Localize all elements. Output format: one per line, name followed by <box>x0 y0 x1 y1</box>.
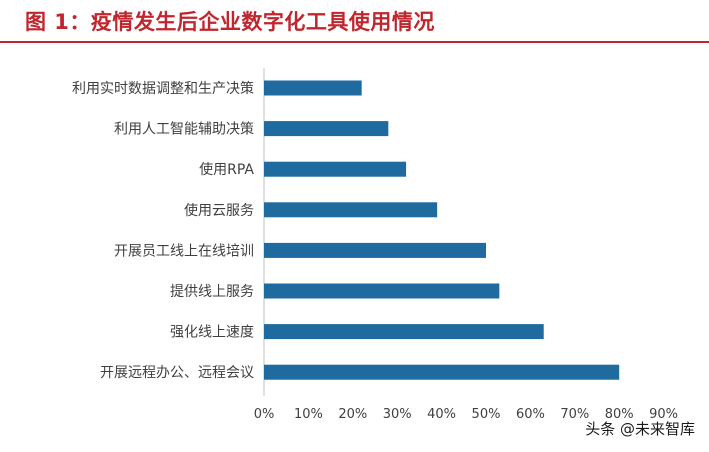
bar <box>264 283 500 299</box>
x-tick-label: 30% <box>383 407 412 422</box>
category-label: 使用RPA <box>199 161 254 178</box>
x-tick-label: 60% <box>516 407 545 422</box>
x-tick-label: 90% <box>649 407 678 422</box>
category-label: 利用实时数据调整和生产决策 <box>72 80 254 97</box>
x-tick-label: 0% <box>254 407 275 422</box>
x-tick-label: 70% <box>560 407 589 422</box>
bar <box>264 161 407 177</box>
category-label: 开展远程办公、远程会议 <box>100 365 254 381</box>
bar <box>264 121 389 137</box>
x-tick-label: 20% <box>338 407 367 422</box>
x-tick-label: 80% <box>605 407 634 422</box>
chart-title: 图 1：疫情发生后企业数字化工具使用情况 <box>25 10 435 34</box>
x-tick-label: 50% <box>472 407 501 422</box>
bar <box>264 202 438 218</box>
category-label: 开展员工线上在线培训 <box>114 243 254 259</box>
watermark-text: 头条 @未来智库 <box>585 420 695 438</box>
category-label: 提供线上服务 <box>170 284 254 300</box>
category-label: 强化线上速度 <box>170 325 254 341</box>
bar <box>264 242 486 258</box>
category-label: 利用人工智能辅助决策 <box>114 121 254 138</box>
title-rule <box>0 41 709 43</box>
x-tick-label: 10% <box>294 407 323 422</box>
bar <box>264 364 620 380</box>
bar <box>264 324 544 340</box>
category-label: 使用云服务 <box>184 202 254 219</box>
x-tick-label: 40% <box>427 407 456 422</box>
bar <box>264 80 362 96</box>
